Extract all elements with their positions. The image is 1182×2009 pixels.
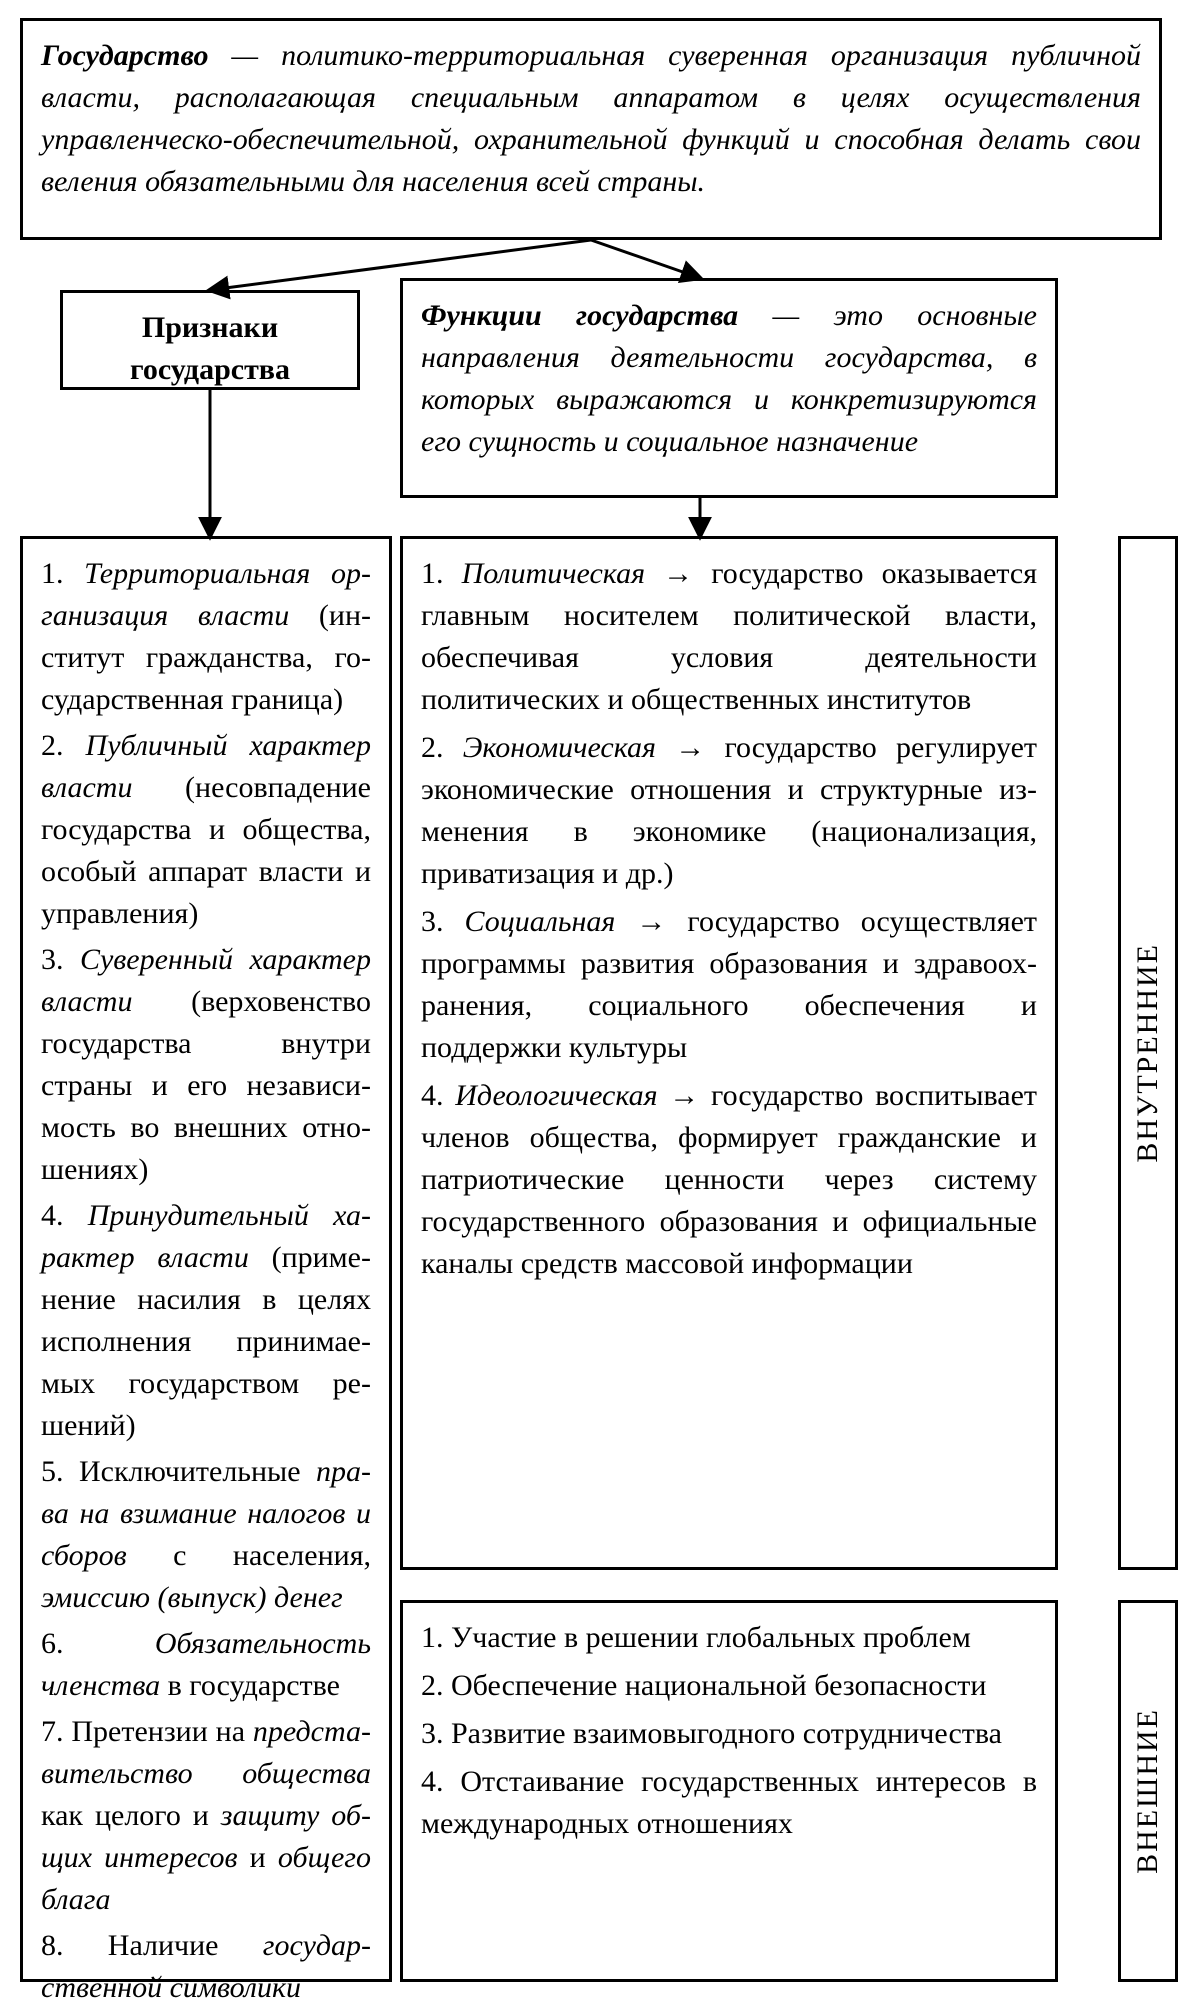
signs-header-box: Признаки государства xyxy=(60,290,360,390)
label-external: ВНЕШНИЕ xyxy=(1127,1708,1169,1874)
list-item: 4. Идеологическая → государ­ство воспиты… xyxy=(421,1075,1037,1285)
external-functions-box: 1. Участие в решении глобаль­ных проблем… xyxy=(400,1600,1058,1982)
list-item: 2. Обеспечение национальной безопасности xyxy=(421,1665,1037,1707)
list-item: 6. Обязательность членства в государстве xyxy=(41,1623,371,1707)
list-item: 3. Социальная → государство осуществляет… xyxy=(421,901,1037,1069)
list-item: 5. Исключительные пра­ва на взимание нал… xyxy=(41,1451,371,1619)
list-item: 3. Суверенный характер власти (верховенс… xyxy=(41,939,371,1191)
signs-header-line2: государства xyxy=(130,353,290,386)
label-internal: ВНУТРЕННИЕ xyxy=(1127,943,1169,1163)
functions-header-dash: — xyxy=(738,299,833,332)
definition-box: Государство — политико-территориальная с… xyxy=(20,18,1162,240)
definition-term: Государство xyxy=(41,39,208,72)
definition-dash: — xyxy=(208,39,281,72)
list-item: 1. Участие в решении глобаль­ных проблем xyxy=(421,1617,1037,1659)
list-item: 2. Экономическая → государство регулируе… xyxy=(421,727,1037,895)
list-item: 1. Территориальная ор­ганизация власти (… xyxy=(41,553,371,721)
list-item: 7. Претензии на предста­вительство общес… xyxy=(41,1711,371,1921)
functions-header-box: Функции государства — это ос­новные напр… xyxy=(400,278,1058,498)
functions-header-term: Функции государства xyxy=(421,299,738,332)
list-item: 2. Публичный харак­тер власти (несовпаде… xyxy=(41,725,371,935)
internal-functions-box: 1. Политическая → государ­ство оказывает… xyxy=(400,536,1058,1570)
list-item: 4. Отстаивание государствен­ных интересо… xyxy=(421,1761,1037,1845)
list-item: 3. Развитие взаимовыгодного сотрудничест… xyxy=(421,1713,1037,1755)
label-internal-box: ВНУТРЕННИЕ xyxy=(1118,536,1178,1570)
signs-header-line1: Признаки xyxy=(142,311,278,344)
label-external-box: ВНЕШНИЕ xyxy=(1118,1600,1178,1982)
list-item: 8. Наличие государ­ственной символики xyxy=(41,1925,371,2009)
signs-list-box: 1. Территориальная ор­ганизация власти (… xyxy=(20,536,392,1982)
list-item: 4. Принудительный ха­рактер власти (прим… xyxy=(41,1195,371,1447)
page-root: Государство — политико-территориальная с… xyxy=(0,0,1182,2000)
list-item: 1. Политическая → государ­ство оказывает… xyxy=(421,553,1037,721)
